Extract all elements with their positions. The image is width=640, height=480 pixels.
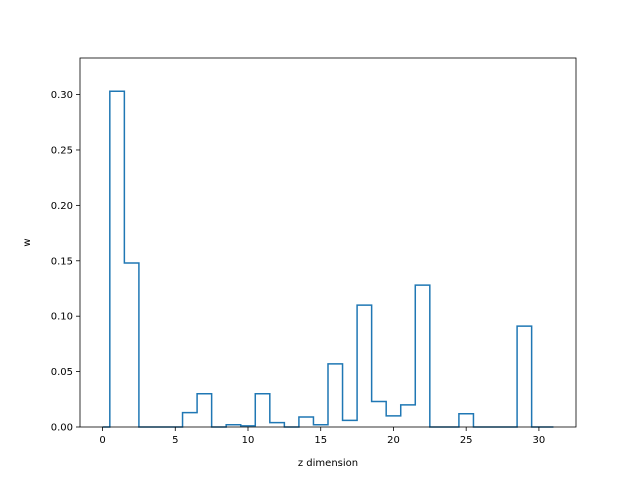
x-tick-label: 15: [314, 435, 327, 446]
y-tick-label: 0.15: [51, 256, 73, 267]
x-tick-label: 25: [460, 435, 473, 446]
x-tick-label: 5: [172, 435, 178, 446]
axes-frame: [79, 57, 577, 428]
y-axis-ticks: 0.00 0.05 0.10 0.15 0.20 0.25 0.30: [51, 90, 80, 434]
y-tick-label: 0.30: [51, 90, 73, 101]
x-axis-label: z dimension: [298, 458, 358, 469]
x-tick-label: 30: [533, 435, 546, 446]
x-tick-label: 20: [387, 435, 400, 446]
x-axis-ticks: 0 5 10 15 20 25 30: [99, 427, 545, 446]
y-tick-label: 0.05: [51, 367, 73, 378]
y-tick-label: 0.00: [51, 423, 73, 434]
histogram-step-line: [102, 90, 554, 428]
y-tick-label: 0.20: [51, 201, 73, 212]
y-tick-label: 0.10: [51, 312, 73, 323]
x-tick-label: 10: [242, 435, 255, 446]
y-tick-label: 0.25: [51, 145, 73, 156]
plot-area: [102, 90, 554, 428]
y-axis-label: w: [22, 238, 33, 246]
x-tick-label: 0: [99, 435, 105, 446]
